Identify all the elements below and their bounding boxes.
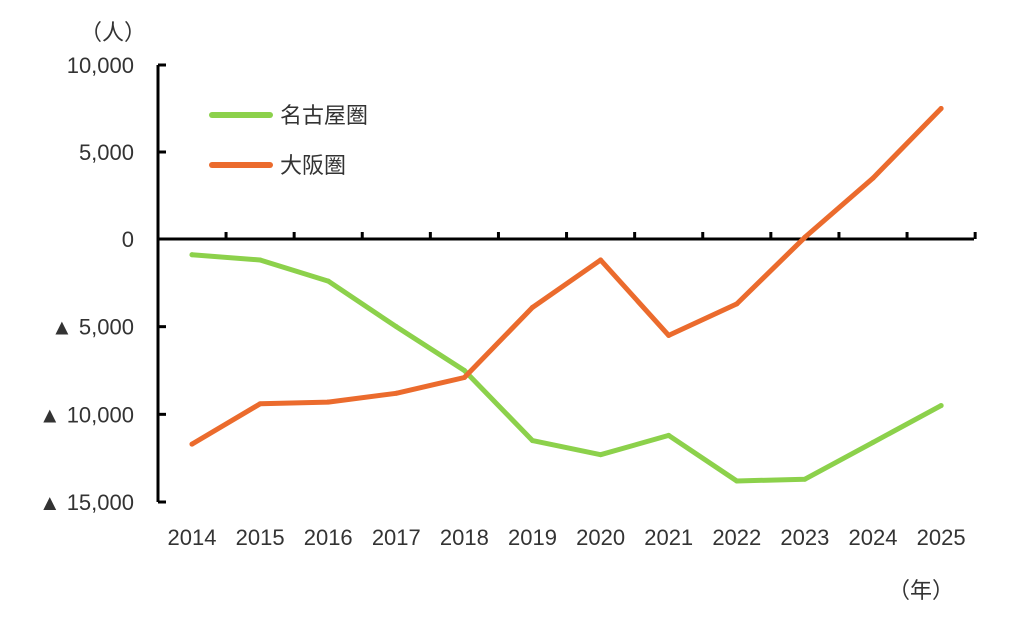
data-point <box>802 234 808 240</box>
data-point <box>666 332 672 338</box>
y-tick-label: ▲ 15,000 <box>39 490 134 515</box>
data-point <box>325 399 331 405</box>
y-axis: 10,000 5,000 0 ▲ 5,000 ▲ 10,000 ▲ 15,000 <box>39 53 166 515</box>
x-tick-label: 2025 <box>917 525 966 550</box>
x-tick-label: 2014 <box>168 525 217 550</box>
x-tick-label: 2015 <box>236 525 285 550</box>
x-tick-label: 2024 <box>849 525 898 550</box>
data-point <box>530 438 535 444</box>
data-point <box>393 390 399 396</box>
data-point <box>257 257 263 263</box>
y-tick-label: ▲ 5,000 <box>51 315 134 340</box>
data-point <box>734 478 740 484</box>
legend-label-1: 名古屋圏 <box>280 104 368 129</box>
data-point <box>461 368 467 373</box>
data-point <box>189 441 195 447</box>
y-axis-unit-label: （人） <box>80 21 146 46</box>
data-point <box>598 257 604 263</box>
x-tick-label: 2019 <box>508 525 557 550</box>
y-tick-label: 10,000 <box>67 53 134 78</box>
x-axis: 2014 2015 2016 2017 2018 2019 2020 2021 2022 2023… <box>158 232 977 550</box>
data-point <box>666 432 672 438</box>
series-lines <box>189 106 944 484</box>
series-line-2 <box>189 106 944 447</box>
data-point <box>870 439 876 445</box>
x-tick-label: 2023 <box>780 525 829 550</box>
data-point <box>461 375 467 381</box>
data-point <box>325 278 331 284</box>
data-point <box>598 452 604 458</box>
x-tick-label: 2016 <box>304 525 353 550</box>
data-point <box>393 324 399 330</box>
y-tick-label: 0 <box>122 227 134 252</box>
x-tick-label: 2017 <box>372 525 421 550</box>
data-point <box>530 304 535 310</box>
data-point <box>938 106 944 111</box>
data-point <box>802 476 808 482</box>
x-tick-label: 2022 <box>712 525 761 550</box>
data-point <box>257 401 263 407</box>
x-axis-unit-label: （年） <box>888 579 954 604</box>
x-tick-label: 2018 <box>440 525 489 550</box>
y-tick-label: 5,000 <box>79 140 134 165</box>
data-point <box>870 175 876 181</box>
data-point <box>189 252 195 258</box>
data-point <box>938 403 944 409</box>
x-tick-label: 2021 <box>644 525 693 550</box>
x-tick-label: 2020 <box>576 525 625 550</box>
legend-label-2: 大阪圏 <box>280 154 346 179</box>
series-line-1 <box>189 252 944 484</box>
y-tick-label: ▲ 10,000 <box>39 402 134 427</box>
data-point <box>734 301 740 307</box>
